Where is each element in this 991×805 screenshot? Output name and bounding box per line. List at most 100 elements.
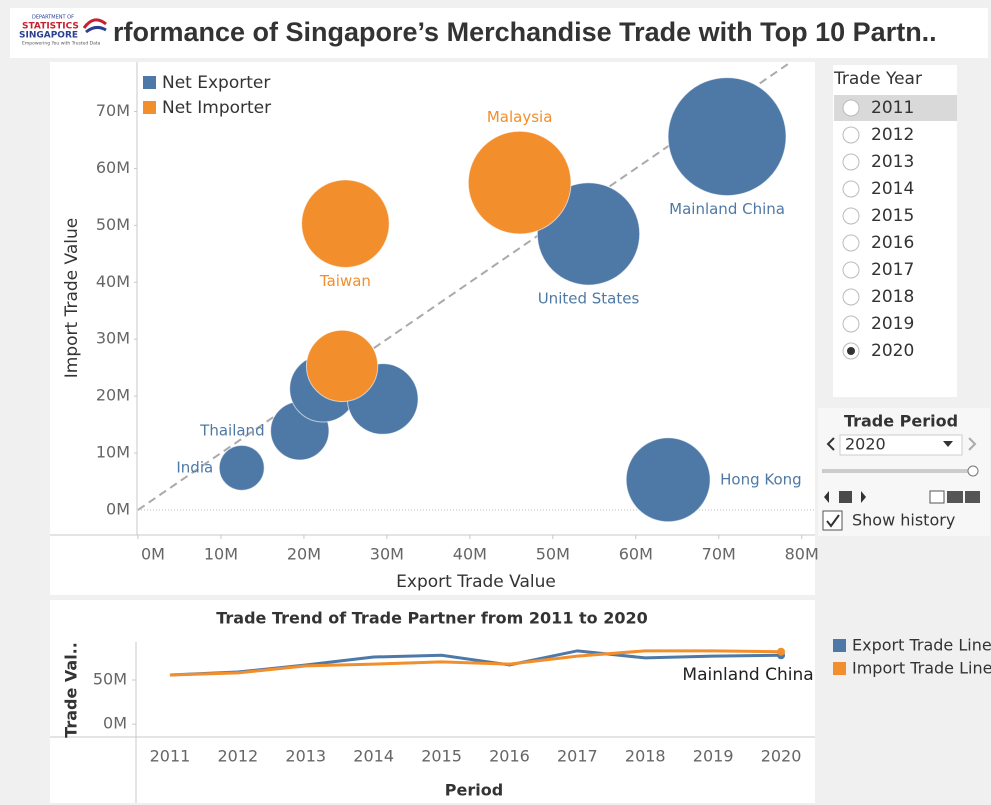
radio-button[interactable] (842, 234, 860, 252)
radio-label[interactable]: 2019 (871, 314, 914, 334)
dropdown-value[interactable]: 2020 (845, 435, 886, 454)
radio-label[interactable]: 2020 (871, 341, 914, 361)
y-tick-label: 0M (106, 499, 130, 518)
chart-title: Trade Trend of Trade Partner from 2011 t… (216, 609, 648, 628)
dropdown-caret (943, 441, 953, 447)
y-tick-label: 70M (96, 101, 130, 120)
x-tick-label: 20M (287, 545, 321, 564)
logo-text: DEPARTMENT OF (32, 15, 74, 21)
x-tick-label: 2015 (421, 747, 462, 766)
x-tick-label: 2014 (353, 747, 394, 766)
x-tick-label: 2012 (217, 747, 258, 766)
y-tick-label: 50M (96, 215, 130, 234)
play-back[interactable] (824, 491, 829, 503)
checkbox-label[interactable]: Show history (852, 511, 955, 530)
bubble-label: Mainland China (669, 200, 785, 218)
radio-button[interactable] (842, 315, 860, 333)
bubble-label: India (176, 458, 213, 476)
radio-label[interactable]: 2017 (871, 260, 914, 280)
x-tick-label: 30M (370, 545, 404, 564)
legend-label: Import Trade Line (852, 659, 991, 678)
legend-swatch (143, 76, 156, 89)
y-tick-label: 20M (96, 386, 130, 405)
legend-swatch (143, 101, 156, 114)
x-tick-label: 2013 (285, 747, 326, 766)
legend-label: Export Trade Line (852, 636, 991, 655)
logo-swoosh (85, 25, 107, 34)
x-tick-label: 70M (702, 545, 736, 564)
slider-knob[interactable] (967, 465, 979, 477)
radio-button[interactable] (842, 99, 860, 117)
bubble-label: Taiwan (319, 272, 371, 290)
bubble-label: United States (538, 290, 640, 308)
bubble (301, 179, 390, 268)
x-tick-label: 2016 (489, 747, 530, 766)
radio-button[interactable] (842, 207, 860, 225)
y-axis-title: Trade Val.. (62, 642, 81, 738)
trend-line (169, 649, 782, 677)
legend-swatch (833, 639, 846, 652)
checkbox[interactable] (822, 510, 843, 531)
next-arrow[interactable] (968, 437, 977, 451)
bubble-label: Thailand (199, 421, 264, 439)
speed-2[interactable] (947, 491, 963, 503)
x-axis-title: Period (445, 781, 503, 800)
play-forward[interactable] (861, 491, 866, 503)
checkmark (826, 514, 840, 528)
filter-title: Trade Period (844, 412, 958, 431)
x-axis-title: Export Trade Value (396, 572, 556, 592)
reference-line (137, 61, 792, 511)
x-tick-label: 2017 (557, 747, 598, 766)
x-tick-label: 2011 (150, 747, 191, 766)
y-tick-label: 10M (96, 443, 130, 462)
bubble (467, 130, 572, 235)
y-tick-label: 50M (93, 670, 127, 689)
point-annotation: Mainland China (682, 665, 813, 685)
speed-3[interactable] (965, 491, 980, 503)
radio-button[interactable] (842, 261, 860, 279)
x-tick-label: 2020 (761, 747, 802, 766)
radio-label[interactable]: 2016 (871, 233, 914, 253)
bubble (305, 329, 379, 403)
radio-button[interactable] (842, 180, 860, 198)
trend-chart-panel (50, 600, 815, 803)
prev-arrow[interactable] (826, 437, 835, 451)
radio-dot (847, 347, 855, 355)
y-tick-label: 0M (103, 714, 127, 733)
speed-1[interactable] (929, 490, 945, 504)
bubble-label: Malaysia (487, 108, 553, 126)
radio-label[interactable]: 2011 (871, 98, 914, 118)
legend-label: Net Importer (162, 98, 271, 118)
logo-text: Empowering You with Trusted Data (22, 41, 101, 47)
radio-label[interactable]: 2018 (871, 287, 914, 307)
logo-text: STATISTICS (22, 22, 79, 32)
x-tick-label: 40M (453, 545, 487, 564)
legend-swatch (833, 662, 846, 675)
x-tick-label: 2019 (693, 747, 734, 766)
logo-swoosh (82, 18, 107, 29)
x-tick-label: 0M (141, 545, 165, 564)
x-tick-label: 60M (619, 545, 653, 564)
bubble (667, 77, 787, 197)
radio-label[interactable]: 2012 (871, 125, 914, 145)
bubble (218, 444, 265, 491)
y-tick-label: 40M (96, 272, 130, 291)
radio-label[interactable]: 2015 (871, 206, 914, 226)
dropdown[interactable] (839, 434, 963, 456)
x-tick-label: 80M (785, 545, 819, 564)
x-tick-label: 10M (204, 545, 238, 564)
radio-button[interactable] (842, 288, 860, 306)
y-tick-label: 30M (96, 329, 130, 348)
end-point (777, 647, 786, 656)
radio-button[interactable] (842, 153, 860, 171)
play-stop[interactable] (839, 491, 852, 503)
x-tick-label: 2018 (625, 747, 666, 766)
radio-button[interactable] (842, 126, 860, 144)
header-bar (10, 8, 988, 58)
y-axis-title: Import Trade Value (62, 218, 82, 378)
bubble-label: Hong Kong (720, 470, 802, 488)
x-tick-label: 50M (536, 545, 570, 564)
radio-label[interactable]: 2014 (871, 179, 914, 199)
radio-label[interactable]: 2013 (871, 152, 914, 172)
